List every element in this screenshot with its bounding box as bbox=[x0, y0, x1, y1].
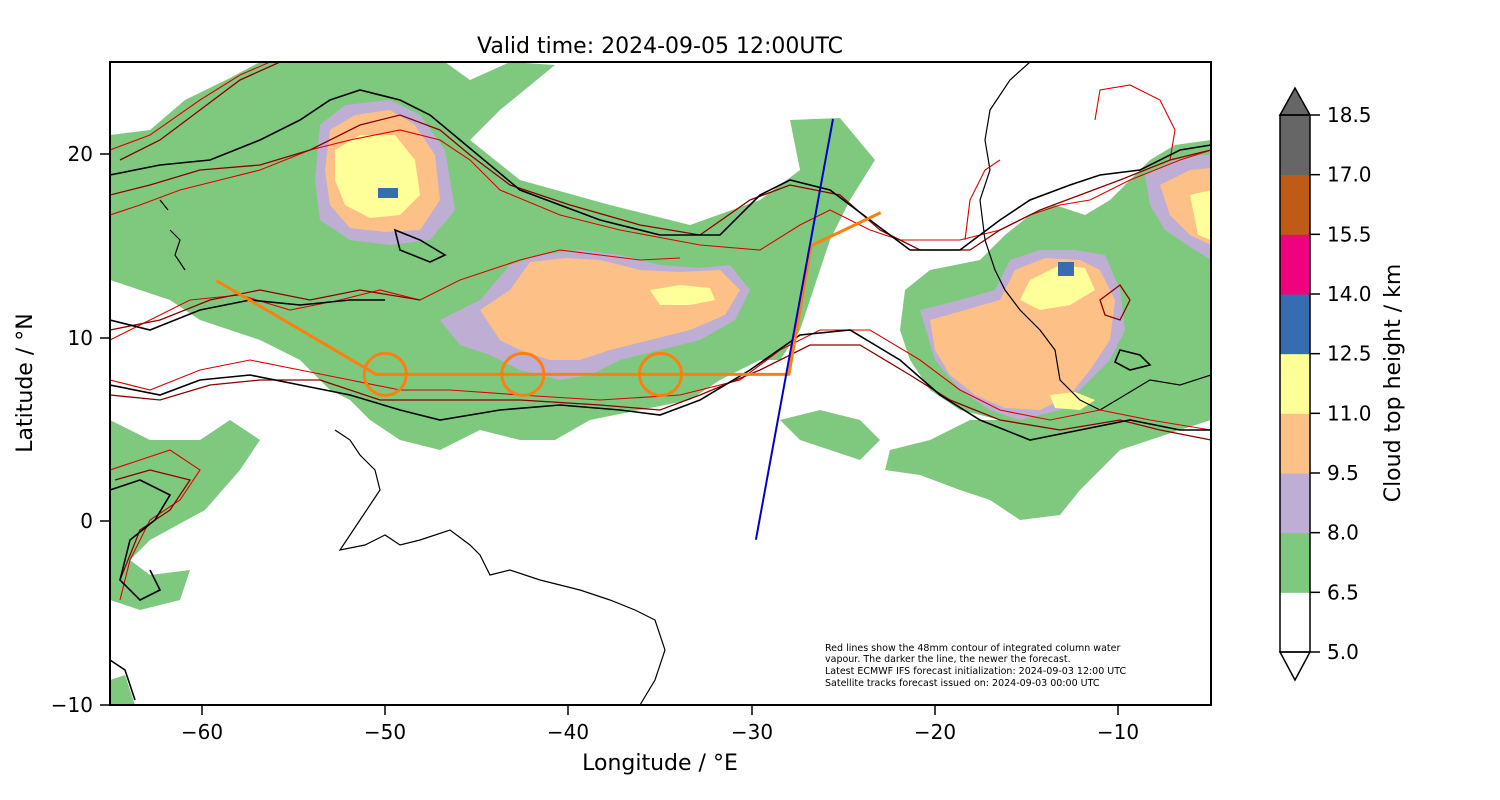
y-axis-label: Latitude / °N bbox=[13, 313, 38, 452]
flight-track bbox=[215, 211, 882, 376]
colorbar-tick-label: 5.0 bbox=[1327, 640, 1359, 664]
y-tick-label: 0 bbox=[80, 509, 93, 533]
colorbar-block bbox=[1280, 115, 1310, 176]
y-tick-label: −10 bbox=[51, 693, 93, 717]
annotation-line-4: Satellite tracks forecast issued on: 202… bbox=[825, 678, 1100, 689]
colorbar-tick-label: 14.0 bbox=[1327, 282, 1372, 306]
flight-circle bbox=[500, 351, 546, 397]
annotation-line-1: Red lines show the 48mm contour of integ… bbox=[825, 643, 1120, 654]
colorbar-tick-label: 8.0 bbox=[1327, 521, 1359, 545]
colorbar-tick-label: 18.5 bbox=[1327, 103, 1372, 127]
colorbar-block bbox=[1280, 473, 1310, 534]
satellite-track bbox=[754, 118, 834, 540]
colorbar-block bbox=[1280, 532, 1310, 593]
colorbar-tick-label: 17.0 bbox=[1327, 163, 1372, 187]
annotation-line-2: vapour. The darker the line, the newer t… bbox=[825, 654, 1071, 665]
x-tick-label: −60 bbox=[181, 720, 223, 744]
cloud-field-yellow bbox=[335, 135, 1211, 410]
colorbar: 5.0 6.5 8.0 9.5 11.0 12.5 14.0 15.5 17.0 18.5 Clo… bbox=[1278, 86, 1406, 682]
colorbar-extend-bottom bbox=[1278, 651, 1312, 682]
colorbar-block bbox=[1280, 174, 1310, 235]
colorbar-tick-label: 12.5 bbox=[1327, 342, 1372, 366]
colorbar-block bbox=[1280, 413, 1310, 474]
map-title: Valid time: 2024-09-05 12:00UTC bbox=[477, 34, 843, 59]
x-tick-label: −20 bbox=[914, 720, 956, 744]
map-frame bbox=[109, 61, 1212, 706]
colorbar-frame bbox=[1279, 114, 1311, 653]
y-tick-label: 20 bbox=[68, 142, 93, 166]
colorbar-extend-top bbox=[1278, 86, 1312, 116]
coastlines bbox=[159, 62, 1211, 705]
x-axis: −60 −50 −40 −30 −20 −10 Longitude / °E bbox=[181, 705, 1139, 776]
x-tick-label: −10 bbox=[1097, 720, 1139, 744]
colorbar-blocks bbox=[1280, 115, 1310, 653]
colorbar-block bbox=[1280, 353, 1310, 414]
x-tick-label: −40 bbox=[547, 720, 589, 744]
flight-circle bbox=[362, 351, 408, 397]
map-area: Red lines show the 48mm contour of integ… bbox=[110, 62, 1211, 705]
flight-circle bbox=[638, 351, 683, 397]
colorbar-block bbox=[1280, 294, 1310, 355]
annotation-line-3: Latest ECMWF IFS forecast initialization… bbox=[825, 666, 1126, 677]
colorbar-tick-label: 15.5 bbox=[1327, 222, 1372, 246]
x-tick-label: −30 bbox=[731, 720, 773, 744]
cloud-field-blue bbox=[378, 188, 1074, 276]
x-tick-label: −50 bbox=[364, 720, 406, 744]
colorbar-block bbox=[1280, 234, 1310, 295]
x-axis-label: Longitude / °E bbox=[582, 751, 738, 776]
y-axis: −10 0 10 20 Latitude / °N bbox=[13, 142, 110, 717]
y-tick-label: 10 bbox=[68, 326, 93, 350]
colorbar-block bbox=[1280, 592, 1310, 653]
colorbar-tick-label: 6.5 bbox=[1327, 580, 1359, 604]
colorbar-tick-label: 11.0 bbox=[1327, 401, 1372, 425]
colorbar-label: Cloud top height / km bbox=[1381, 264, 1406, 503]
colorbar-ticks: 5.0 6.5 8.0 9.5 11.0 12.5 14.0 15.5 17.0 18.5 bbox=[1310, 103, 1372, 664]
map-annotation: Red lines show the 48mm contour of integ… bbox=[825, 643, 1126, 689]
iwv-contours-red bbox=[110, 62, 1211, 601]
flight-circle-group bbox=[362, 351, 683, 397]
colorbar-tick-label: 9.5 bbox=[1327, 461, 1359, 485]
